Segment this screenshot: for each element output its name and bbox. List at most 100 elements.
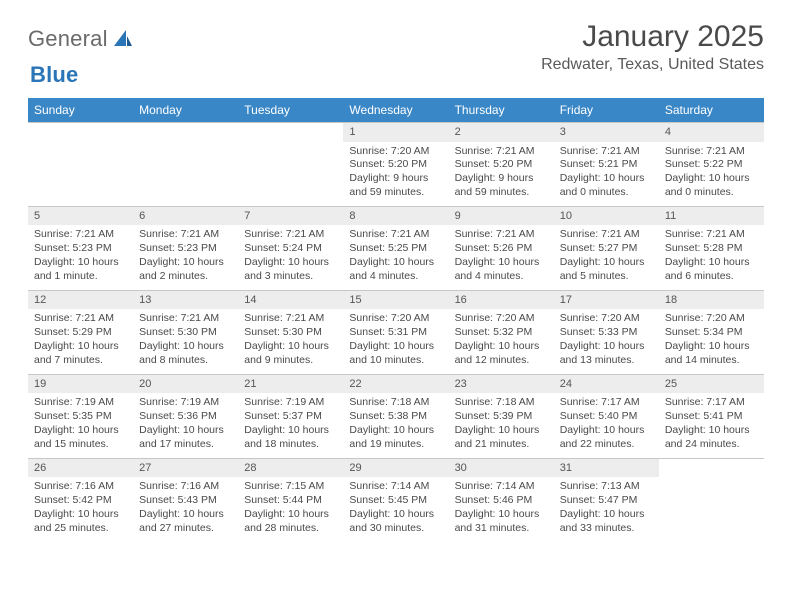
sunrise-text: Sunrise: 7:21 AM [34, 312, 127, 326]
sunset-text: Sunset: 5:34 PM [665, 326, 758, 340]
calendar-day-cell: 16Sunrise: 7:20 AMSunset: 5:32 PMDayligh… [449, 291, 554, 374]
day-number: 16 [449, 291, 554, 310]
calendar-empty-cell [28, 123, 133, 206]
calendar-day-cell: 11 Sunrise: 7:21 AMSunset: 5:28 PMDayligh… [659, 207, 764, 290]
location-text: Redwater, Texas, United States [541, 56, 764, 74]
sunrise-text: Sunrise: 7:21 AM [349, 228, 442, 242]
day-number: 4 [659, 123, 764, 142]
daylight-text: Daylight: 10 hours and 8 minutes. [139, 340, 232, 368]
sunrise-text: Sunrise: 7:19 AM [34, 396, 127, 410]
sunset-text: Sunset: 5:28 PM [665, 242, 758, 256]
sunset-text: Sunset: 5:30 PM [244, 326, 337, 340]
daylight-text: Daylight: 10 hours and 31 minutes. [455, 508, 548, 536]
calendar-week-row: 19Sunrise: 7:19 AMSunset: 5:35 PMDayligh… [28, 374, 764, 458]
sunset-text: Sunset: 5:39 PM [455, 410, 548, 424]
sunrise-text: Sunrise: 7:21 AM [665, 228, 758, 242]
sunset-text: Sunset: 5:20 PM [349, 158, 442, 172]
calendar-day-cell: 28Sunrise: 7:15 AMSunset: 5:44 PMDayligh… [238, 459, 343, 542]
day-number: 12 [28, 291, 133, 310]
calendar-day-cell: 26Sunrise: 7:16 AMSunset: 5:42 PMDayligh… [28, 459, 133, 542]
daylight-text: Daylight: 10 hours and 33 minutes. [560, 508, 653, 536]
sunset-text: Sunset: 5:33 PM [560, 326, 653, 340]
daylight-text: Daylight: 9 hours and 59 minutes. [455, 172, 548, 200]
sunset-text: Sunset: 5:31 PM [349, 326, 442, 340]
sunset-text: Sunset: 5:45 PM [349, 494, 442, 508]
daylight-text: Daylight: 10 hours and 12 minutes. [455, 340, 548, 368]
day-number: 11 [659, 207, 764, 226]
weekday-label: Saturday [659, 98, 764, 122]
day-number: 14 [238, 291, 343, 310]
sunset-text: Sunset: 5:46 PM [455, 494, 548, 508]
day-number: 6 [133, 207, 238, 226]
day-number: 27 [133, 459, 238, 478]
day-number: 23 [449, 375, 554, 394]
day-number: 19 [28, 375, 133, 394]
sunrise-text: Sunrise: 7:20 AM [455, 312, 548, 326]
daylight-text: Daylight: 10 hours and 9 minutes. [244, 340, 337, 368]
calendar-day-cell: 29Sunrise: 7:14 AMSunset: 5:45 PMDayligh… [343, 459, 448, 542]
calendar-day-cell: 13Sunrise: 7:21 AMSunset: 5:30 PMDayligh… [133, 291, 238, 374]
daylight-text: Daylight: 10 hours and 19 minutes. [349, 424, 442, 452]
daylight-text: Daylight: 10 hours and 2 minutes. [139, 256, 232, 284]
calendar-page: General January 2025 Redwater, Texas, Un… [0, 0, 792, 542]
sunrise-text: Sunrise: 7:14 AM [455, 480, 548, 494]
brand-word2: Blue [28, 62, 78, 88]
daylight-text: Daylight: 9 hours and 59 minutes. [349, 172, 442, 200]
sunrise-text: Sunrise: 7:19 AM [139, 396, 232, 410]
sunset-text: Sunset: 5:23 PM [139, 242, 232, 256]
day-number: 9 [449, 207, 554, 226]
day-number: 15 [343, 291, 448, 310]
sunrise-text: Sunrise: 7:18 AM [455, 396, 548, 410]
brand-logo: General [28, 20, 138, 52]
calendar-empty-cell [133, 123, 238, 206]
calendar-day-cell: 9Sunrise: 7:21 AMSunset: 5:26 PMDaylight… [449, 207, 554, 290]
calendar-day-cell: 15Sunrise: 7:20 AMSunset: 5:31 PMDayligh… [343, 291, 448, 374]
sail-icon [112, 28, 134, 50]
calendar-empty-cell [238, 123, 343, 206]
calendar-day-cell: 12Sunrise: 7:21 AMSunset: 5:29 PMDayligh… [28, 291, 133, 374]
sunrise-text: Sunrise: 7:14 AM [349, 480, 442, 494]
calendar-body: 1Sunrise: 7:20 AMSunset: 5:20 PMDaylight… [28, 122, 764, 542]
sunrise-text: Sunrise: 7:21 AM [665, 145, 758, 159]
sunset-text: Sunset: 5:26 PM [455, 242, 548, 256]
sunset-text: Sunset: 5:23 PM [34, 242, 127, 256]
calendar-day-cell: 6Sunrise: 7:21 AMSunset: 5:23 PMDaylight… [133, 207, 238, 290]
sunset-text: Sunset: 5:41 PM [665, 410, 758, 424]
calendar-day-cell: 22Sunrise: 7:18 AMSunset: 5:38 PMDayligh… [343, 375, 448, 458]
calendar-day-cell: 27Sunrise: 7:16 AMSunset: 5:43 PMDayligh… [133, 459, 238, 542]
sunrise-text: Sunrise: 7:13 AM [560, 480, 653, 494]
calendar-day-cell: 5Sunrise: 7:21 AMSunset: 5:23 PMDaylight… [28, 207, 133, 290]
day-number: 28 [238, 459, 343, 478]
day-number: 2 [449, 123, 554, 142]
day-number: 20 [133, 375, 238, 394]
daylight-text: Daylight: 10 hours and 10 minutes. [349, 340, 442, 368]
day-number: 10 [554, 207, 659, 226]
day-number: 8 [343, 207, 448, 226]
calendar-week-row: 5Sunrise: 7:21 AMSunset: 5:23 PMDaylight… [28, 206, 764, 290]
daylight-text: Daylight: 10 hours and 25 minutes. [34, 508, 127, 536]
daylight-text: Daylight: 10 hours and 0 minutes. [560, 172, 653, 200]
day-number: 31 [554, 459, 659, 478]
weekday-label: Sunday [28, 98, 133, 122]
month-title: January 2025 [541, 20, 764, 54]
day-number: 3 [554, 123, 659, 142]
brand-word1: General [28, 26, 108, 52]
sunset-text: Sunset: 5:42 PM [34, 494, 127, 508]
calendar-week-row: 26Sunrise: 7:16 AMSunset: 5:42 PMDayligh… [28, 458, 764, 542]
calendar-day-cell: 23 Sunrise: 7:18 AMSunset: 5:39 PMDayligh… [449, 375, 554, 458]
daylight-text: Daylight: 10 hours and 22 minutes. [560, 424, 653, 452]
sunset-text: Sunset: 5:37 PM [244, 410, 337, 424]
sunset-text: Sunset: 5:20 PM [455, 158, 548, 172]
calendar-week-row: 12Sunrise: 7:21 AMSunset: 5:29 PMDayligh… [28, 290, 764, 374]
calendar-day-cell: 7Sunrise: 7:21 AMSunset: 5:24 PMDaylight… [238, 207, 343, 290]
daylight-text: Daylight: 10 hours and 21 minutes. [455, 424, 548, 452]
day-number: 21 [238, 375, 343, 394]
daylight-text: Daylight: 10 hours and 6 minutes. [665, 256, 758, 284]
calendar-day-cell: 10Sunrise: 7:21 AMSunset: 5:27 PMDayligh… [554, 207, 659, 290]
calendar-day-cell: 19Sunrise: 7:19 AMSunset: 5:35 PMDayligh… [28, 375, 133, 458]
calendar-day-cell: 17Sunrise: 7:20 AMSunset: 5:33 PMDayligh… [554, 291, 659, 374]
sunrise-text: Sunrise: 7:21 AM [560, 145, 653, 159]
daylight-text: Daylight: 10 hours and 5 minutes. [560, 256, 653, 284]
daylight-text: Daylight: 10 hours and 30 minutes. [349, 508, 442, 536]
weekday-label: Tuesday [238, 98, 343, 122]
